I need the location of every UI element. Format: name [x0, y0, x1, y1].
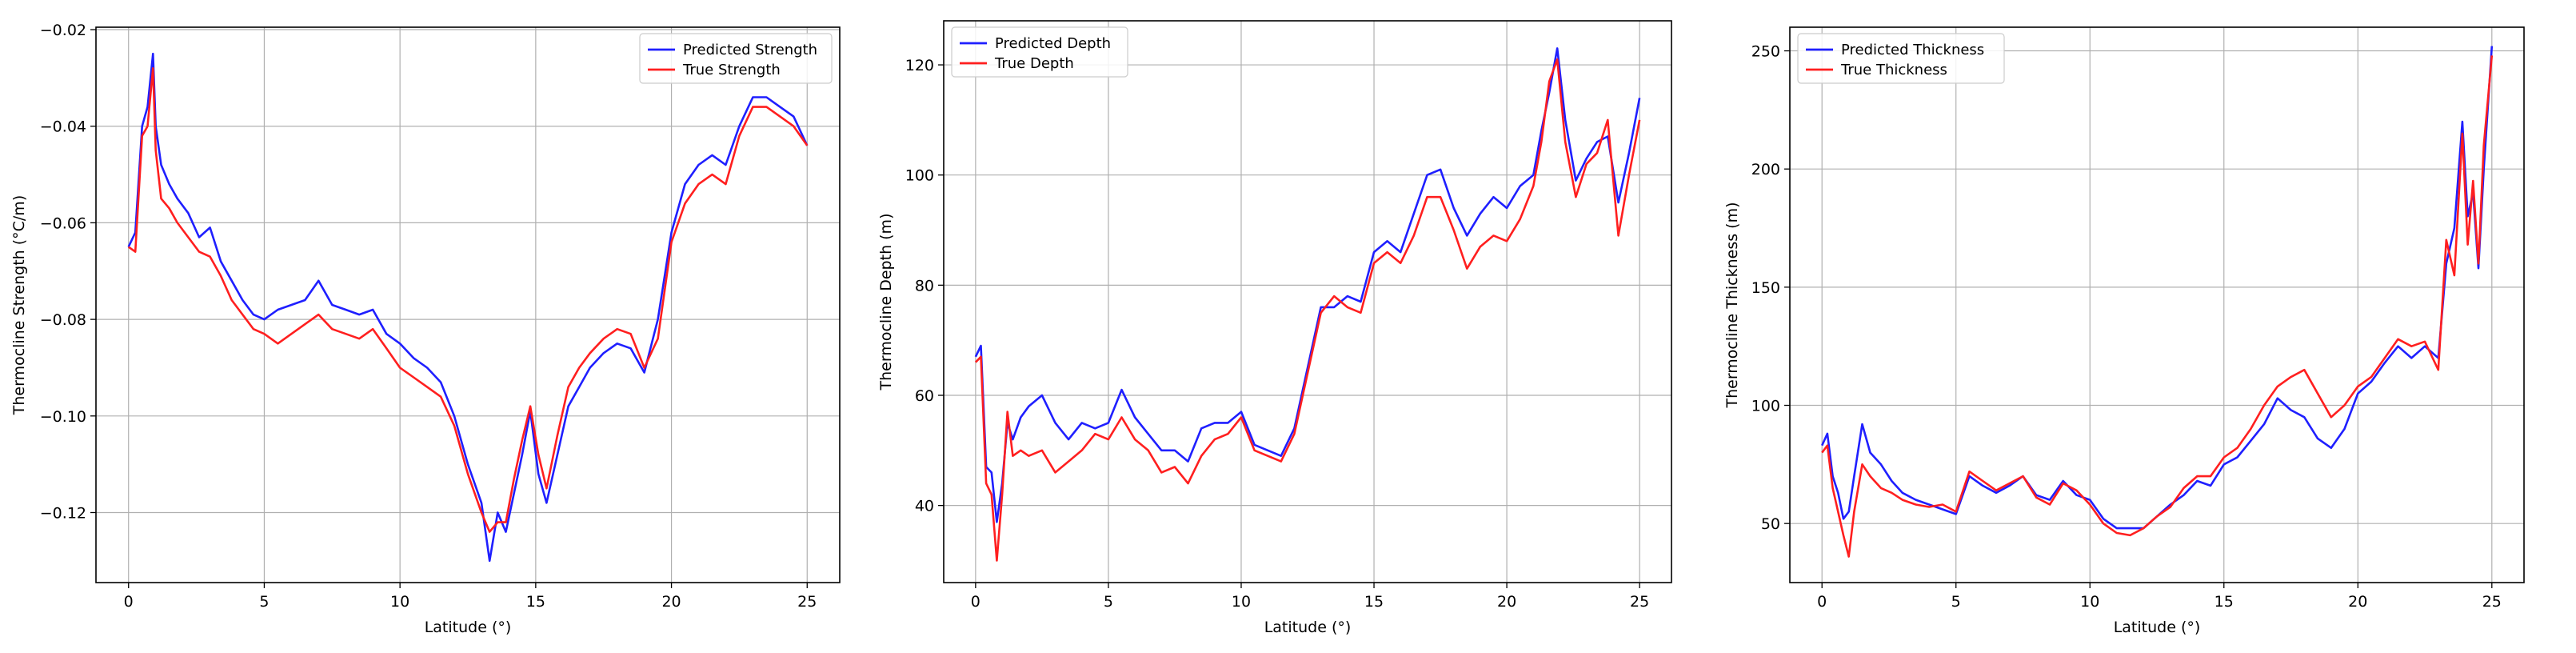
thickness-xtick-label-4: 20 [2348, 593, 2367, 611]
thickness-legend-label-predicted: Predicted Thickness [1841, 42, 1984, 58]
strength-x-axis-label: Latitude (°) [425, 619, 512, 636]
strength-chart-panel: 0 5 10 15 20 25 −0.12 −0.10 −0.08 −0.06 −0.04 −0.02… [10, 22, 841, 636]
depth-legend-label-true: True Depth [994, 55, 1074, 72]
thickness-axes-frame [1789, 26, 2525, 583]
depth-ytick-label-2: 80 [915, 277, 934, 294]
strength-xtick-label-0: 0 [124, 593, 134, 611]
thickness-legend-label-true: True Thickness [1840, 62, 1947, 78]
strength-xtick-label-1: 5 [259, 593, 269, 611]
strength-legend-label-true: True Strength [682, 62, 781, 78]
thickness-chart-panel: 0 5 10 15 20 25 50 100 150 200 250 Latitude (°) Ther… [1723, 26, 2525, 636]
depth-ytick-label-3: 100 [905, 167, 934, 185]
strength-ytick-label-5: −0.02 [40, 22, 86, 39]
depth-xtick-label-2: 10 [1232, 593, 1251, 611]
strength-ytick-label-4: −0.04 [40, 118, 86, 136]
thickness-x-axis-label: Latitude (°) [2114, 619, 2201, 636]
thickness-ytick-label-1: 100 [1751, 398, 1780, 415]
thickness-xtick-label-5: 25 [2482, 593, 2502, 611]
depth-xtick-label-3: 15 [1364, 593, 1384, 611]
depth-ytick-label-0: 40 [915, 498, 934, 515]
depth-xtick-label-5: 25 [1630, 593, 1649, 611]
strength-series-predicted-line [127, 52, 809, 563]
thickness-y-axis-label: Thermocline Thickness (m) [1723, 202, 1741, 408]
strength-legend-box [639, 33, 833, 84]
depth-legend: Predicted Depth True Depth [951, 26, 1128, 78]
strength-y-axis-label: Thermocline Strength (°C/m) [10, 195, 28, 415]
thickness-xtick-label-1: 5 [1951, 593, 1961, 611]
thickness-series-true-line [1821, 55, 2494, 558]
strength-legend: Predicted Strength True Strength [639, 33, 833, 84]
depth-legend-label-predicted: Predicted Depth [995, 35, 1111, 52]
strength-xtick-label-4: 20 [661, 593, 681, 611]
strength-ytick-label-2: −0.08 [40, 311, 86, 329]
depth-legend-box [951, 26, 1128, 78]
depth-xtick-label-0: 0 [971, 593, 980, 611]
strength-ytick-label-1: −0.10 [40, 408, 86, 426]
strength-xtick-label-3: 15 [526, 593, 545, 611]
thickness-ytick-label-0: 50 [1761, 515, 1780, 533]
strength-ytick-label-0: −0.12 [40, 504, 86, 522]
thickness-legend: Predicted Thickness True Thickness [1797, 33, 2005, 84]
strength-xtick-label-5: 25 [797, 593, 817, 611]
thickness-ytick-label-2: 150 [1751, 279, 1780, 297]
depth-ytick-label-1: 60 [915, 387, 934, 405]
strength-axes-frame [95, 26, 841, 583]
thickness-xtick-label-2: 10 [2080, 593, 2099, 611]
depth-series-true-line [974, 58, 1641, 562]
depth-y-axis-label: Thermocline Depth (m) [877, 214, 895, 391]
strength-ytick-label-3: −0.06 [40, 214, 86, 232]
depth-xtick-label-4: 20 [1497, 593, 1516, 611]
depth-ytick-label-4: 120 [905, 57, 934, 74]
strength-xtick-label-2: 10 [390, 593, 409, 611]
strength-legend-label-predicted: Predicted Strength [683, 42, 817, 58]
depth-axes-frame [943, 20, 1672, 583]
depth-chart-panel: 0 5 10 15 20 25 40 60 80 100 120 Latitude (°) Thermo… [877, 20, 1672, 636]
depth-xtick-label-1: 5 [1104, 593, 1113, 611]
thickness-xtick-label-0: 0 [1817, 593, 1827, 611]
depth-x-axis-label: Latitude (°) [1264, 619, 1352, 636]
thickness-xtick-label-3: 15 [2215, 593, 2234, 611]
thickness-ytick-label-3: 200 [1751, 161, 1780, 178]
thickness-legend-box [1797, 33, 2005, 84]
strength-series-true-line [127, 67, 809, 533]
thickness-ytick-label-4: 250 [1751, 43, 1780, 61]
